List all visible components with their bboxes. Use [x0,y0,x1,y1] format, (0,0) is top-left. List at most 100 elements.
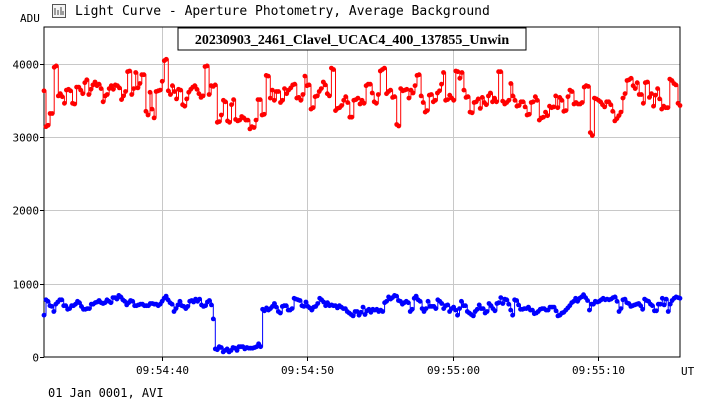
data-point [253,117,259,123]
data-point [412,83,418,89]
data-point [508,307,514,313]
data-point [428,92,434,97]
data-point [602,104,607,110]
data-point [585,84,591,89]
data-point [612,294,618,300]
x-tick-label: 09:54:40 [136,364,189,377]
data-point [673,82,679,88]
data-point [137,81,143,86]
data-point [358,309,364,315]
data-point [417,298,423,304]
data-point [490,99,495,105]
data-point [80,91,86,97]
data-point [292,81,298,87]
data-point [406,95,412,101]
data-point [174,96,179,102]
data-point [553,93,559,99]
data-point [84,77,90,83]
data-point [455,312,460,318]
data-point [343,94,349,100]
data-point [273,304,279,310]
data-point [640,100,646,106]
data-point [306,82,312,88]
data-point [218,345,224,350]
data-point [500,301,506,306]
data-point [177,298,183,304]
data-point [479,95,485,100]
data-point [49,304,55,309]
data-point [204,63,210,69]
data-point [131,86,137,91]
data-point [51,309,57,314]
data-point [258,344,263,350]
y-tick-label: 0 [32,352,39,365]
x-tick-label: 09:54:50 [281,364,334,377]
data-point [159,78,165,84]
data-point [532,94,538,100]
data-point [553,308,559,314]
data-point [59,94,65,100]
data-point [373,100,379,106]
data-point [494,99,499,105]
series-target [41,292,683,355]
data-point [129,92,135,97]
data-point [638,303,643,309]
data-point [209,302,214,308]
data-point [565,94,571,100]
data-point [108,83,114,89]
data-point [425,298,431,304]
x-axis-label: UT [681,365,695,378]
data-point [470,313,476,319]
data-point [522,104,528,110]
data-point [465,94,471,100]
data-point [545,113,550,119]
data-point [622,91,628,97]
data-point [413,293,419,299]
data-point [657,301,663,307]
data-point [409,306,415,312]
plot-area-frame [43,26,681,358]
data-point [130,298,136,304]
data-point [587,307,592,313]
data-point [122,298,128,304]
data-point [151,115,157,121]
data-point [203,303,208,309]
data-point [469,110,475,116]
data-point [362,312,368,317]
data-point [667,301,673,307]
data-point [49,111,55,116]
data-point [410,90,416,96]
data-point [194,86,200,92]
light-curve-chart: 0 1000 2000 3000 4000 09:54:40 09:54:50 09:55:… [13,12,695,378]
data-point [437,88,442,94]
data-point [62,100,67,106]
data-point [463,303,468,309]
data-point [231,97,237,102]
data-point [506,301,512,307]
data-point [541,114,546,120]
data-point [453,307,458,313]
data-point [108,300,114,306]
data-point [276,89,281,94]
data-point [96,81,102,87]
data-point [300,92,306,97]
data-point [367,81,373,87]
light-curve-icon[interactable] [52,4,66,18]
data-point [659,295,665,301]
data-point [459,298,464,304]
data-point [321,299,326,305]
data-point [492,308,498,314]
y-tick-label: 2000 [13,205,40,218]
data-point [424,108,430,113]
data-point [361,100,367,106]
data-point [483,102,489,108]
y-tick-label: 1000 [13,279,40,292]
data-point [569,89,575,94]
data-point [301,304,307,309]
data-point [457,306,462,311]
series-layer [41,56,683,355]
data-point [618,306,624,311]
data-point [269,87,275,93]
data-point [133,70,139,75]
data-point [380,309,386,314]
